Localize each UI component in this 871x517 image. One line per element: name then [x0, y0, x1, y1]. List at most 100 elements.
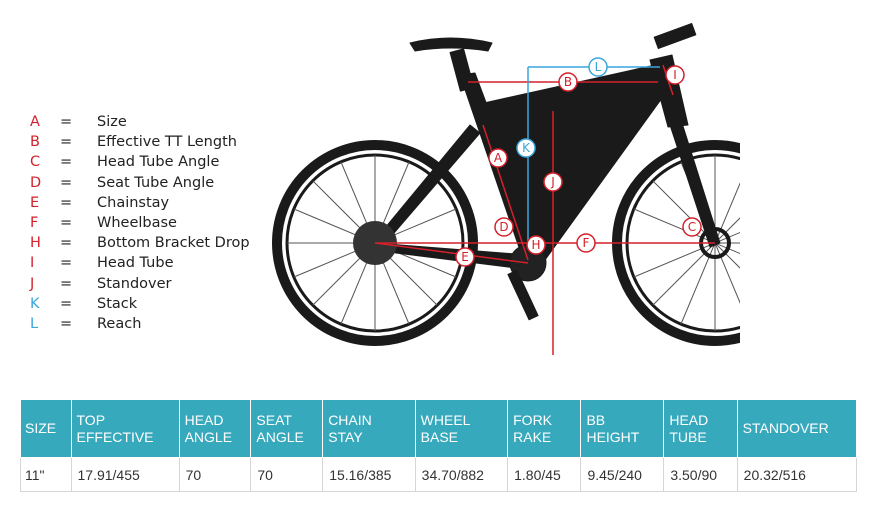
legend-term: Seat Tube Angle	[97, 174, 215, 191]
legend-letter: B	[30, 134, 40, 151]
svg-text:H: H	[531, 238, 540, 252]
column-header-line: HEAD	[184, 411, 224, 428]
legend-item: E = Chainstay	[24, 193, 264, 213]
legend-item: D = Seat Tube Angle	[24, 173, 264, 193]
column-header-line: HEAD	[669, 411, 709, 428]
marker-k: K	[516, 138, 536, 158]
legend-term: Reach	[97, 315, 142, 332]
svg-text:D: D	[499, 220, 508, 234]
column-header: WHEEL BASE	[414, 399, 509, 458]
legend-term: Stack	[97, 295, 138, 312]
column-header: HEAD TUBE	[663, 399, 738, 458]
legend-term: Bottom Bracket Drop	[97, 235, 250, 252]
legend-term: Effective TT Length	[97, 134, 237, 151]
column-header-line: SEAT	[256, 411, 292, 428]
column-header-line: BASE	[420, 428, 459, 445]
legend-item: K = Stack	[24, 294, 264, 314]
marker-f: F	[576, 233, 596, 253]
legend-item: C = Head Tube Angle	[24, 152, 264, 172]
legend-equals: =	[60, 315, 73, 332]
legend-equals: =	[60, 214, 73, 231]
column-header: FORK RAKE	[507, 399, 582, 458]
legend-equals: =	[60, 194, 73, 211]
legend-term: Standover	[97, 275, 172, 292]
bike-geometry-diagram: B L I K A J D C H F E	[272, 23, 740, 355]
column-header-line: SIZE	[25, 420, 57, 436]
svg-text:C: C	[688, 220, 696, 234]
svg-text:E: E	[461, 250, 469, 264]
marker-i: I	[665, 65, 685, 85]
column-header-line: HEIGHT	[586, 428, 640, 445]
table-cell: 17.91/455	[70, 457, 180, 492]
table-cell: 70	[178, 457, 252, 492]
legend-letter: C	[30, 154, 41, 171]
column-header-line: TOP	[76, 411, 106, 428]
svg-text:J: J	[550, 175, 555, 189]
geometry-legend: A = Size B = Effective TT Length C = Head Tube A…	[24, 112, 264, 334]
column-header-line: CHAIN	[328, 411, 372, 428]
legend-letter: K	[30, 295, 40, 312]
legend-equals: =	[60, 134, 73, 151]
legend-item: F = Wheelbase	[24, 213, 264, 233]
legend-item: H = Bottom Bracket Drop	[24, 233, 264, 253]
legend-term: Size	[97, 114, 127, 130]
legend-term: Wheelbase	[97, 214, 177, 231]
table-cell: 11"	[20, 457, 72, 492]
legend-item: J = Standover	[24, 274, 264, 294]
column-header-line: TUBE	[669, 428, 707, 445]
table-cell: 3.50/90	[663, 457, 738, 492]
column-header: BB HEIGHT	[580, 399, 665, 458]
legend-letter: I	[30, 255, 35, 272]
svg-text:F: F	[583, 236, 590, 250]
marker-b: B	[558, 72, 578, 92]
table-cell: 34.70/882	[414, 457, 509, 492]
table-cell: 9.45/240	[580, 457, 665, 492]
marker-c: C	[682, 217, 702, 237]
legend-equals: =	[60, 174, 73, 191]
marker-h: H	[526, 235, 546, 255]
column-header-line: EFFECTIVE	[76, 428, 154, 445]
legend-term: Head Tube	[97, 255, 174, 272]
column-header: STANDOVER	[736, 399, 858, 458]
legend-term: Chainstay	[97, 194, 170, 211]
table-header: SIZE TOP EFFECTIVE HEAD ANGLE SEAT ANGLE CHAIN S…	[20, 399, 858, 458]
column-header: SEAT ANGLE	[250, 399, 324, 458]
legend-letter: J	[30, 275, 35, 292]
legend-letter: L	[30, 315, 39, 332]
marker-l: L	[588, 57, 608, 77]
marker-d: D	[494, 217, 514, 237]
marker-j: J	[543, 172, 563, 192]
legend-item: B = Effective TT Length	[24, 132, 264, 152]
column-header-line: FORK	[513, 411, 553, 428]
column-header-line: RAKE	[513, 428, 552, 445]
legend-letter: D	[30, 174, 42, 191]
marker-e: E	[455, 247, 475, 267]
svg-text:K: K	[522, 141, 531, 155]
legend-letter: E	[30, 194, 40, 211]
column-header-line: ANGLE	[184, 428, 233, 445]
table-cell: 70	[250, 457, 324, 492]
table-cell: 15.16/385	[322, 457, 416, 492]
legend-term: Head Tube Angle	[97, 154, 220, 171]
legend-letter: A	[30, 114, 40, 130]
table-body: 11" 17.91/455 70 70 15.16/385 34.70/882 1.80/4…	[20, 457, 858, 492]
column-header: HEAD ANGLE	[178, 399, 252, 458]
column-header-line: BB	[586, 411, 606, 428]
svg-text:I: I	[673, 68, 677, 82]
legend-equals: =	[60, 154, 73, 171]
column-header-line: STANDOVER	[742, 420, 829, 436]
column-header: CHAIN STAY	[322, 399, 416, 458]
measurement-markers: B L I K A J D C H F E	[455, 57, 702, 267]
geometry-spec-table: SIZE TOP EFFECTIVE HEAD ANGLE SEAT ANGLE CHAIN S…	[20, 399, 858, 492]
legend-item: L = Reach	[24, 314, 264, 334]
svg-text:A: A	[494, 151, 503, 165]
column-header: SIZE	[20, 399, 72, 458]
legend-equals: =	[60, 295, 73, 312]
column-header: TOP EFFECTIVE	[70, 399, 180, 458]
marker-a: A	[488, 148, 508, 168]
legend-equals: =	[60, 275, 73, 292]
table-cell: 1.80/45	[507, 457, 582, 492]
column-header-line: ANGLE	[256, 428, 304, 445]
legend-equals: =	[60, 255, 73, 272]
bike-frame	[374, 23, 721, 321]
